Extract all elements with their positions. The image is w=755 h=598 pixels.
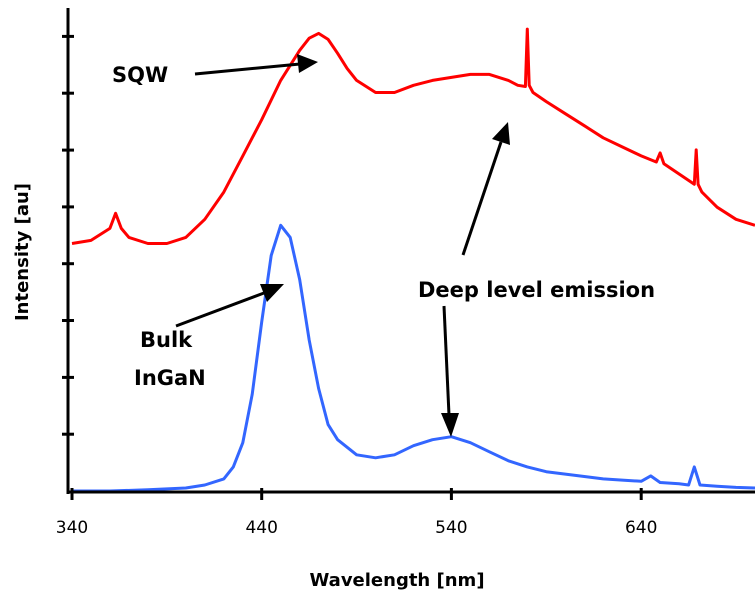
deep-level-emission-label: Deep level emission (418, 278, 655, 302)
plot-area (71, 27, 755, 493)
labels: SQW Deep level emission Bulk InGaN Wavel… (12, 63, 655, 591)
bulk-arrow (175, 291, 265, 328)
deep-level-lower-arrowhead (441, 413, 459, 437)
y-axis-title: Intensity [au] (12, 183, 33, 321)
annotation-arrows (175, 54, 510, 437)
ingan-label: InGaN (134, 366, 206, 390)
series-line-1 (72, 223, 755, 493)
ticks: 340 440 540 640 (56, 34, 657, 538)
x-tick-label: 640 (625, 518, 657, 538)
x-tick-label: 540 (435, 518, 467, 538)
deep-level-upper-arrowhead (492, 122, 510, 145)
x-tick-label: 340 (56, 518, 88, 538)
axes (66, 8, 755, 494)
series-line-0 (71, 27, 755, 245)
bulk-arrowhead (260, 284, 284, 302)
sqw-label: SQW (112, 63, 168, 87)
sqw-arrow (194, 62, 301, 76)
x-axis-title: Wavelength [nm] (309, 570, 484, 591)
sqw-arrowhead (297, 54, 318, 73)
x-tick-label: 440 (245, 518, 277, 538)
bulk-label: Bulk (140, 328, 193, 352)
deep-level-lower-arrow (442, 305, 451, 416)
deep-level-upper-arrow (461, 141, 503, 256)
